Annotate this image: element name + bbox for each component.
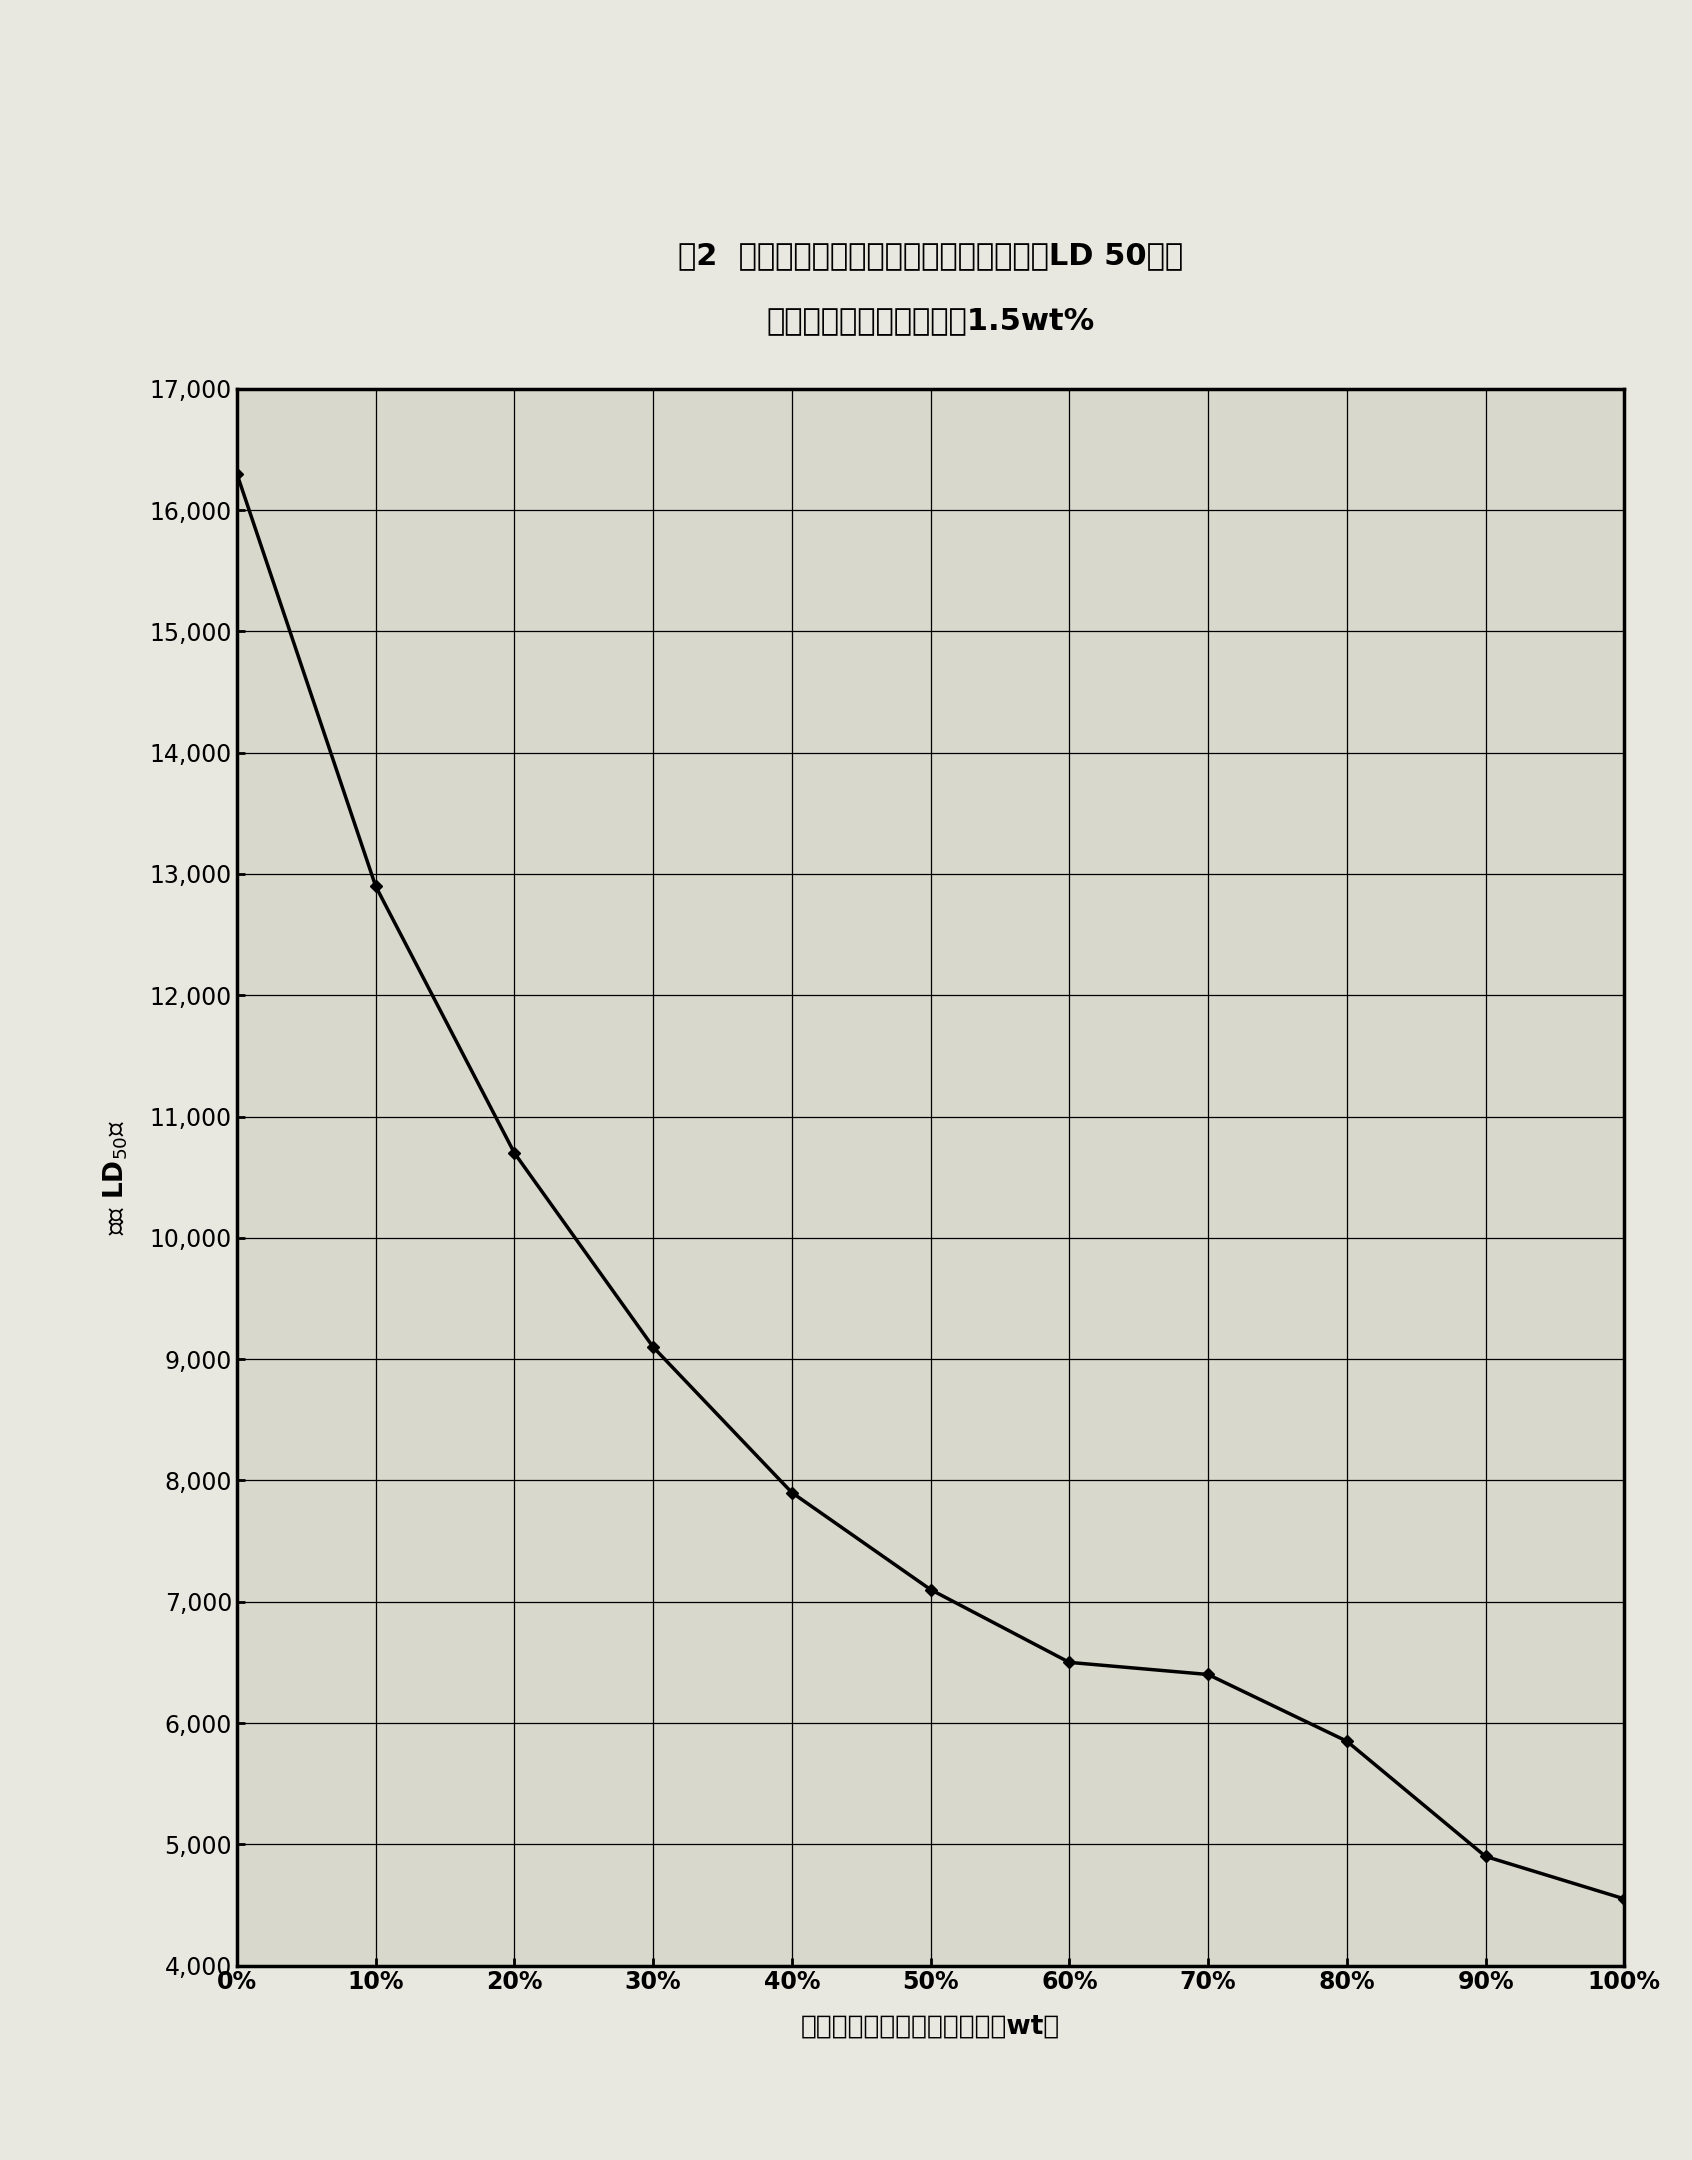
Text: 所述缓蚀剂总浓度恒定为1.5wt%: 所述缓蚀剂总浓度恒定为1.5wt%	[766, 307, 1095, 335]
Text: 图2  乙二醇和丙二醇与缓蚀剂混合物的预期LD 50值，: 图2 乙二醇和丙二醇与缓蚀剂混合物的预期LD 50值，	[678, 242, 1183, 270]
X-axis label: 乙二醇在总二醇中的百分数（wt）: 乙二醇在总二醇中的百分数（wt）	[800, 2013, 1061, 2039]
Y-axis label: 预期 LD$_{50}$值: 预期 LD$_{50}$值	[102, 1119, 130, 1236]
